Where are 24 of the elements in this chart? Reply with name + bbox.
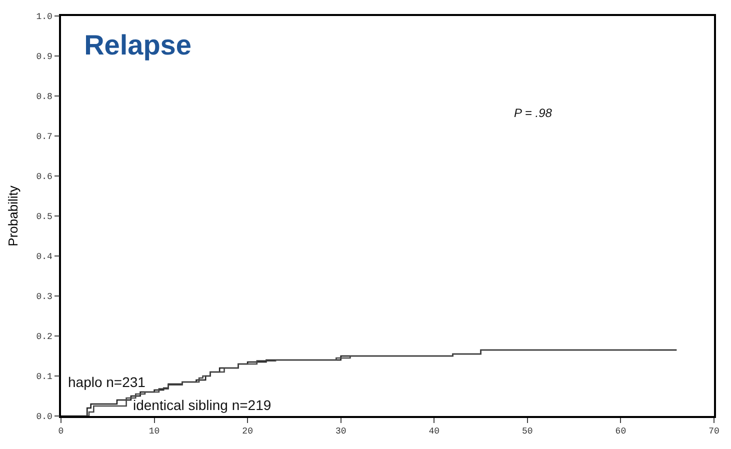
y-tick-label: 0.8 bbox=[36, 92, 52, 102]
y-tick-label: 0.0 bbox=[36, 412, 52, 422]
x-tick-label: 40 bbox=[428, 426, 440, 437]
x-tick-label: 30 bbox=[335, 426, 346, 437]
y-axis-title: Probability bbox=[6, 185, 21, 246]
y-tick-label: 0.3 bbox=[36, 292, 52, 302]
annotation: P = .98 bbox=[514, 106, 552, 120]
series-label: haplo n=231 bbox=[68, 374, 146, 390]
x-tick-label: 10 bbox=[148, 426, 160, 437]
y-tick-label: 0.2 bbox=[36, 332, 52, 342]
series-label: identical sibling n=219 bbox=[133, 397, 272, 413]
y-tick-label: 0.1 bbox=[36, 372, 52, 382]
x-tick-label: 70 bbox=[708, 426, 720, 437]
y-tick-label: 0.9 bbox=[36, 52, 52, 62]
x-tick-label: 20 bbox=[242, 426, 253, 437]
y-tick-label: 1.0 bbox=[36, 12, 52, 22]
x-tick-label: 0 bbox=[58, 426, 64, 437]
text: Relapse bbox=[84, 30, 192, 61]
x-tick-label: 50 bbox=[522, 426, 533, 437]
y-tick-label: 0.7 bbox=[36, 132, 52, 142]
y-tick-label: 0.6 bbox=[36, 172, 52, 182]
y-tick-label: 0.4 bbox=[36, 252, 52, 262]
x-tick-label: 60 bbox=[615, 426, 626, 437]
y-tick-label: 0.5 bbox=[36, 212, 52, 222]
